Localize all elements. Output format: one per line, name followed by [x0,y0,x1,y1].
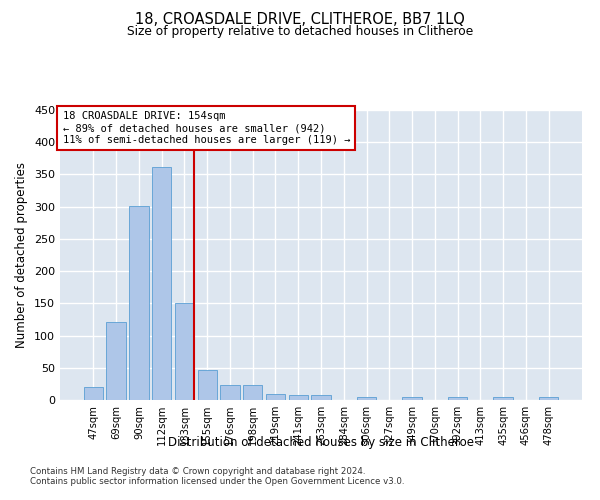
Bar [403,398,422,400]
Bar [448,398,467,400]
Bar [197,370,217,400]
Bar [220,385,239,400]
Bar [243,385,262,400]
Bar [289,395,308,400]
Bar [311,395,331,400]
Bar [266,394,285,400]
Text: Contains public sector information licensed under the Open Government Licence v3: Contains public sector information licen… [30,477,404,486]
Y-axis label: Number of detached properties: Number of detached properties [16,162,28,348]
Bar [357,397,376,400]
Bar [152,166,172,400]
Bar [129,206,149,400]
Bar [106,322,126,400]
Bar [175,302,194,400]
Text: Size of property relative to detached houses in Clitheroe: Size of property relative to detached ho… [127,25,473,38]
Bar [493,398,513,400]
Bar [84,387,103,400]
Bar [539,398,558,400]
Text: 18, CROASDALE DRIVE, CLITHEROE, BB7 1LQ: 18, CROASDALE DRIVE, CLITHEROE, BB7 1LQ [135,12,465,28]
Text: Contains HM Land Registry data © Crown copyright and database right 2024.: Contains HM Land Registry data © Crown c… [30,467,365,476]
Text: 18 CROASDALE DRIVE: 154sqm
← 89% of detached houses are smaller (942)
11% of sem: 18 CROASDALE DRIVE: 154sqm ← 89% of deta… [62,112,350,144]
Text: Distribution of detached houses by size in Clitheroe: Distribution of detached houses by size … [168,436,474,449]
